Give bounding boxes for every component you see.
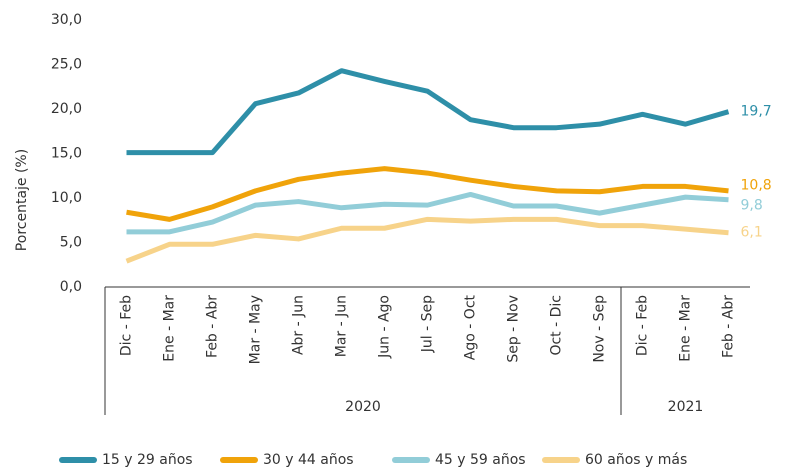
- y-tick-label: 10,0: [51, 190, 82, 206]
- series-line: [125, 216, 729, 264]
- y-tick-label: 15,0: [51, 146, 82, 162]
- y-tick-label: 25,0: [51, 57, 82, 73]
- y-axis-title: Porcentaje (%): [14, 149, 30, 251]
- end-label: 9,8: [741, 197, 763, 213]
- x-tick-label: Oct - Dic: [549, 295, 565, 356]
- group-label: 2020: [345, 399, 381, 415]
- x-tick-label: Dic - Feb: [635, 295, 651, 356]
- legend-label: 60 años y más: [585, 452, 687, 468]
- y-tick-label: 5,0: [60, 235, 82, 251]
- x-tick-label: Mar - May: [248, 295, 264, 364]
- x-tick-label: Abr - Jun: [291, 295, 307, 355]
- legend-label: 45 y 59 años: [435, 452, 526, 468]
- x-tick-label: Jul - Sep: [420, 295, 436, 353]
- x-tick-label: Mar - Jun: [334, 295, 350, 357]
- x-tick-label: Ago - Oct: [463, 294, 479, 360]
- x-tick-label: Feb - Abr: [721, 295, 737, 358]
- y-tick-label: 20,0: [51, 101, 82, 117]
- x-tick-label: Ene - Mar: [678, 295, 694, 362]
- end-label: 19,7: [741, 104, 772, 120]
- x-tick-label: Jun - Ago: [377, 295, 393, 359]
- x-tick-label: Ene - Mar: [162, 295, 178, 362]
- end-label: 6,1: [741, 225, 763, 241]
- series-line: [126, 68, 730, 156]
- x-tick-label: Feb - Abr: [205, 295, 221, 358]
- group-label: 2021: [668, 399, 704, 415]
- legend-label: 15 y 29 años: [102, 452, 193, 468]
- end-label: 10,8: [741, 177, 772, 193]
- series-line: [126, 191, 729, 235]
- legend-label: 30 y 44 años: [263, 452, 354, 468]
- y-tick-label: 0,0: [60, 279, 82, 295]
- x-tick-label: Dic - Feb: [119, 295, 135, 356]
- y-tick-label: 30,0: [51, 12, 82, 28]
- series-line: [126, 166, 729, 222]
- x-tick-label: Nov - Sep: [592, 295, 608, 363]
- x-tick-label: Sep - Nov: [506, 295, 522, 363]
